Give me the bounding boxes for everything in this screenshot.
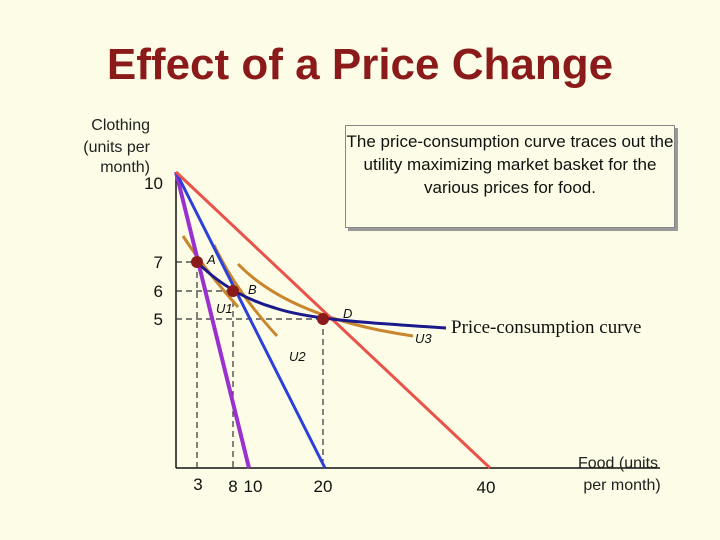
budget-line-1 bbox=[174, 171, 251, 469]
price-consumption-label: Price-consumption curve bbox=[451, 317, 641, 338]
point-label-a: A bbox=[206, 252, 216, 267]
x-tick-8: 8 bbox=[228, 477, 237, 496]
point-label-d: D bbox=[343, 306, 352, 321]
point-d bbox=[317, 313, 329, 325]
label-u3: U3 bbox=[415, 331, 432, 346]
indifference-curve-u3 bbox=[236, 262, 414, 338]
point-b bbox=[227, 285, 239, 297]
label-u1: U1 bbox=[216, 301, 233, 316]
budget-line-2 bbox=[174, 171, 327, 469]
point-label-b: B bbox=[248, 282, 257, 297]
x-axis-label-2: per month) bbox=[583, 477, 660, 494]
y-axis-label-1: Clothing bbox=[91, 117, 150, 134]
y-tick-6: 6 bbox=[154, 282, 163, 301]
x-tick-40: 40 bbox=[477, 478, 496, 497]
guide-lines bbox=[176, 261, 324, 468]
y-tick-10: 10 bbox=[144, 174, 163, 193]
y-tick-7: 7 bbox=[154, 253, 163, 272]
x-tick-20: 20 bbox=[314, 477, 333, 496]
x-tick-10: 10 bbox=[244, 477, 263, 496]
callout-box: The price-consumption curve traces out t… bbox=[345, 125, 675, 228]
slide-title: Effect of a Price Change bbox=[106, 40, 614, 89]
y-tick-5: 5 bbox=[154, 310, 163, 329]
label-u2: U2 bbox=[289, 349, 306, 364]
y-axis-label-3: month) bbox=[100, 159, 150, 176]
price-consumption-curve bbox=[195, 260, 447, 330]
y-axis-label-2: (units per bbox=[83, 139, 150, 156]
x-axis-label-1: Food (units bbox=[578, 455, 658, 472]
point-a bbox=[191, 256, 203, 268]
x-tick-3: 3 bbox=[193, 475, 202, 494]
